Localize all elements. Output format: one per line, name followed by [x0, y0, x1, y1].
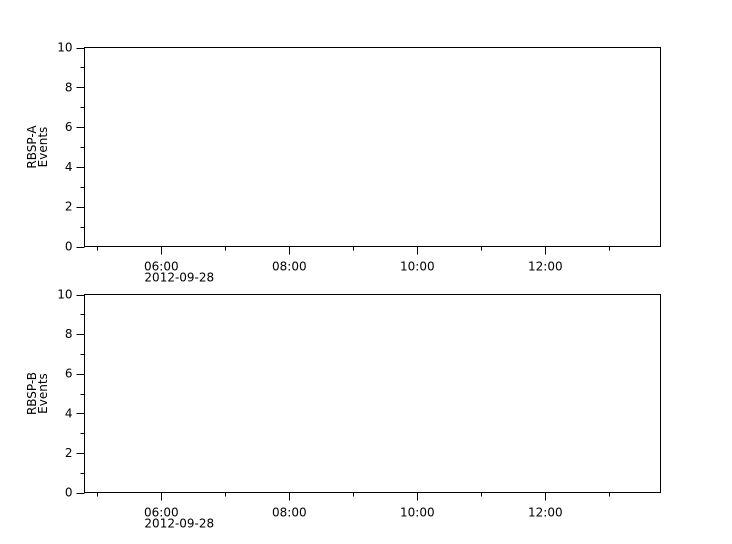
x-tick-label: 12:00	[528, 506, 563, 520]
plot-frame	[84, 47, 661, 247]
y-tick-label: 0	[65, 486, 73, 500]
x-tick-label: 10:00	[400, 506, 435, 520]
y-tick-label: 10	[57, 288, 72, 302]
y-axis-label: RBSP-B	[25, 372, 39, 415]
y-tick-label: 2	[65, 200, 73, 214]
y-axis-label: RBSP-A	[25, 125, 39, 169]
y-tick-label: 0	[65, 240, 73, 254]
y-axis-label: Events	[36, 127, 50, 168]
plot-frame	[84, 294, 661, 493]
y-axis-label: Events	[36, 373, 50, 414]
x-date-label: 2012-09-28	[144, 517, 214, 531]
y-tick-label: 4	[65, 160, 73, 174]
x-tick-label: 10:00	[400, 260, 435, 274]
panel-1: 0 2 4 6 8 10 06:00 08:00 10:00 12:00 2012-09-28 RBS…	[25, 41, 661, 285]
y-tick-label: 2	[65, 446, 73, 460]
x-tick-label: 08:00	[272, 506, 307, 520]
x-tick-label: 06:00	[144, 260, 179, 274]
y-tick-label: 6	[65, 367, 73, 381]
y-tick-label: 8	[65, 327, 73, 341]
panel-2: 0 2 4 6 8 10 06:00 08:00 10:00 12:00 2012-09-28 RBS…	[25, 288, 661, 531]
y-tick-label: 8	[65, 80, 73, 94]
y-tick-label: 10	[57, 41, 72, 55]
x-tick-label: 08:00	[272, 260, 307, 274]
y-tick-label: 6	[65, 120, 73, 134]
y-tick-label: 4	[65, 406, 73, 420]
x-tick-label: 12:00	[528, 260, 563, 274]
x-tick-label: 06:00	[144, 506, 179, 520]
x-date-label: 2012-09-28	[144, 271, 214, 285]
